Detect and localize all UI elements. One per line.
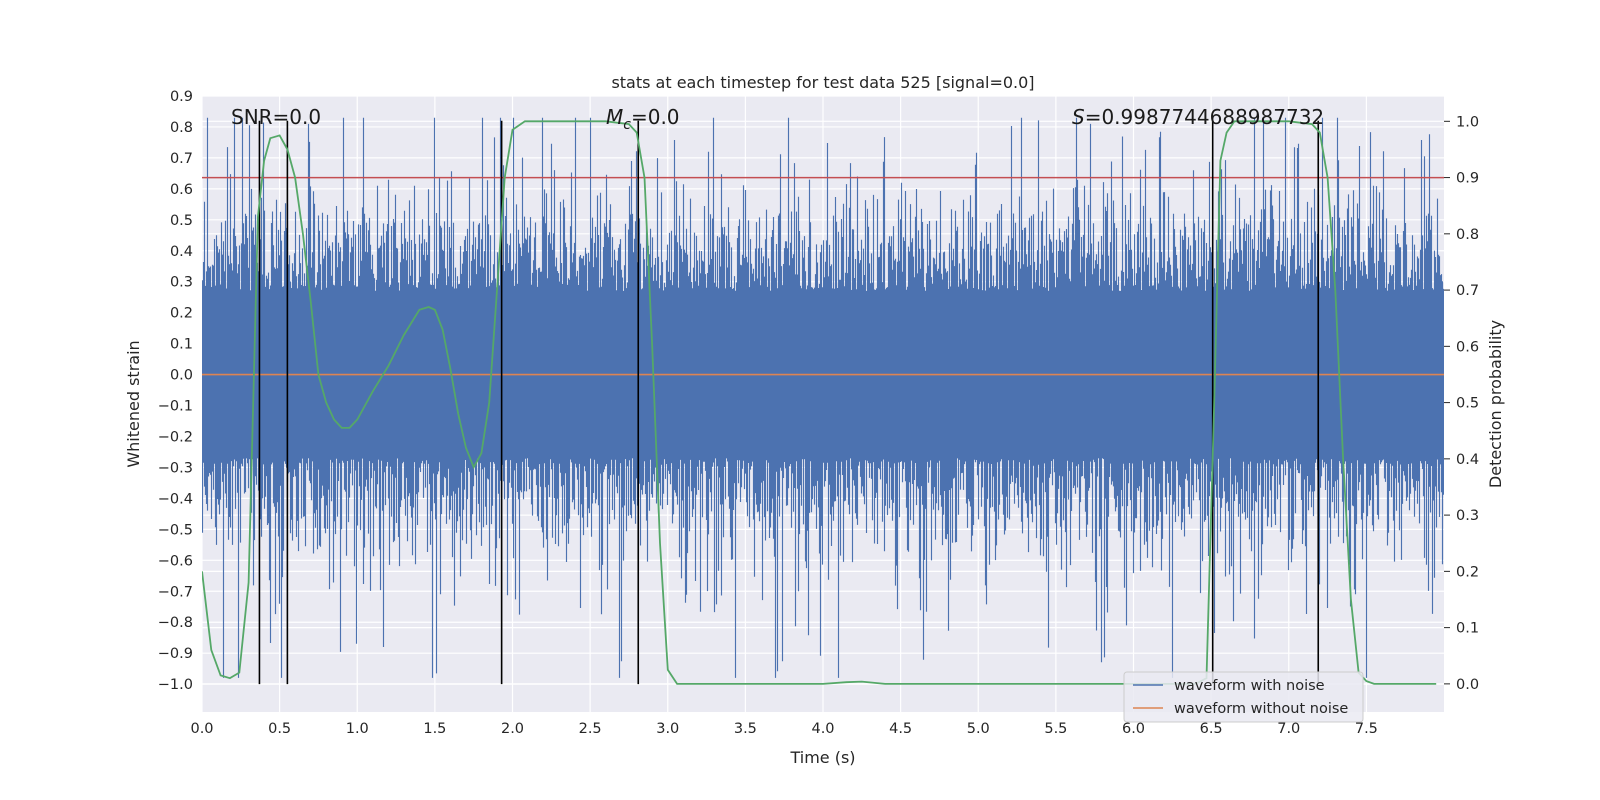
y-tick-label: 0.7: [170, 151, 193, 167]
y-tick-label: 0.0: [170, 368, 193, 384]
score-annotation: S=0.9987744688987732: [1072, 105, 1324, 129]
chart-title: stats at each timestep for test data 525…: [611, 73, 1034, 92]
y-axis-label: Whitened strain: [124, 340, 143, 467]
y2-tick-label: 1.0: [1456, 114, 1479, 130]
y-tick-label: −0.9: [158, 646, 193, 662]
y-tick-label: −0.3: [158, 460, 193, 476]
x-tick-label: 7.5: [1355, 721, 1378, 737]
x-axis-label: Time (s): [789, 748, 855, 767]
ticks: 0.0 0.5 1.0 1.5 2.0 2.5 3.0 3.5 4.0 4.5 5.0 5.5 6.0 6…: [158, 89, 1479, 737]
y2-tick-label: 0.0: [1456, 677, 1479, 693]
y2-tick-label: 0.9: [1456, 171, 1479, 187]
score-symbol: S: [1072, 105, 1085, 129]
y-tick-label: −0.4: [158, 491, 193, 507]
y2-tick-label: 0.5: [1456, 396, 1479, 412]
legend: waveform with noise waveform without noi…: [1123, 671, 1364, 723]
chirp-mass-symbol: M: [606, 105, 623, 129]
y-tick-label: 0.8: [170, 120, 193, 136]
snr-annotation: SNR=0.0: [231, 105, 321, 129]
x-tick-label: 3.0: [656, 721, 679, 737]
y-tick-label: 0.6: [170, 182, 193, 198]
detection-vlines: [258, 120, 1320, 685]
x-tick-label: 1.5: [423, 721, 446, 737]
y2-tick-label: 0.6: [1456, 339, 1479, 355]
y-tick-label: −1.0: [158, 677, 193, 693]
legend-label-clean: waveform without noise: [1174, 701, 1348, 717]
y-tick-label: 0.3: [170, 275, 193, 291]
y-tick-label: 0.5: [170, 213, 193, 229]
y-tick-label: 0.9: [170, 89, 193, 105]
x-tick-label: 5.5: [1044, 721, 1067, 737]
x-tick-label: 0.5: [268, 721, 291, 737]
legend-label-noise: waveform with noise: [1174, 678, 1325, 694]
x-tick-label: 6.5: [1200, 721, 1223, 737]
x-tick-label: 6.0: [1122, 721, 1145, 737]
x-tick-label: 7.0: [1277, 721, 1300, 737]
y-tick-label: −0.5: [158, 522, 193, 538]
chirp-mass-subscript: c: [623, 117, 631, 133]
x-tick-label: 5.0: [967, 721, 990, 737]
y2-tick-label: 0.7: [1456, 283, 1479, 299]
x-tick-label: 3.5: [734, 721, 757, 737]
y-tick-label: −0.1: [158, 399, 193, 415]
x-tick-label: 0.0: [190, 721, 213, 737]
x-tick-label: 2.5: [579, 721, 602, 737]
y-tick-label: 0.1: [170, 337, 193, 353]
y2-tick-label: 0.4: [1456, 452, 1479, 468]
y-tick-label: 0.4: [170, 244, 193, 260]
y-tick-label: 0.2: [170, 306, 193, 322]
x-tick-label: 1.0: [346, 721, 369, 737]
legend-box: [1123, 671, 1364, 723]
x-tick-label: 4.5: [889, 721, 912, 737]
y2-tick-label: 0.8: [1456, 227, 1479, 243]
y2-tick-label: 0.1: [1456, 621, 1479, 637]
y-tick-label: −0.8: [158, 615, 193, 631]
chirp-mass-annotation: Mc=0.0: [606, 105, 680, 133]
y-tick-label: −0.7: [158, 584, 193, 600]
y-tick-label: −0.2: [158, 430, 193, 446]
y-tick-label: −0.6: [158, 553, 193, 569]
y2-tick-label: 0.3: [1456, 508, 1479, 524]
x-tick-label: 4.0: [811, 721, 834, 737]
chirp-mass-value: =0.0: [631, 105, 680, 129]
y2-tick-label: 0.2: [1456, 564, 1479, 580]
score-value: =0.9987744688987732: [1085, 105, 1324, 129]
x-tick-label: 2.0: [501, 721, 524, 737]
y2-axis-label: Detection probability: [1486, 320, 1505, 488]
probability-series-line: [202, 120, 1437, 685]
